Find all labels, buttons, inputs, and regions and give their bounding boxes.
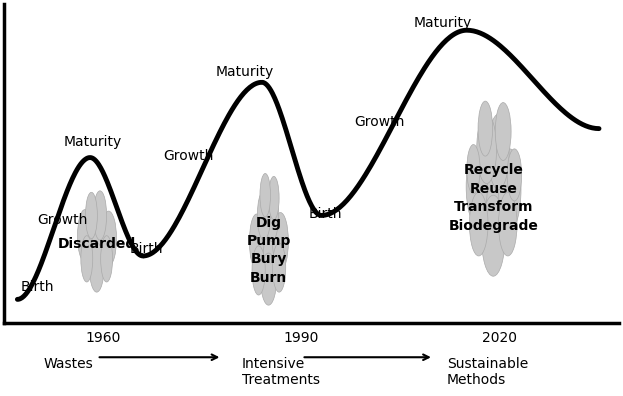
Text: Sustainable
Methods: Sustainable Methods (447, 357, 528, 387)
Text: Birth: Birth (130, 242, 163, 256)
Text: Growth: Growth (37, 213, 88, 227)
Text: Dig
Pump
Bury
Burn: Dig Pump Bury Burn (246, 215, 291, 285)
Text: Maturity: Maturity (414, 16, 472, 30)
Text: Birth: Birth (308, 207, 341, 221)
Text: Maturity: Maturity (216, 65, 274, 80)
Text: Maturity: Maturity (64, 135, 122, 149)
Text: Growth: Growth (354, 114, 405, 129)
Text: Birth: Birth (21, 280, 54, 293)
Text: Recycle
Reuse
Transform
Biodegrade: Recycle Reuse Transform Biodegrade (449, 164, 538, 233)
Text: Intensive
Treatments: Intensive Treatments (242, 357, 320, 387)
Text: Growth: Growth (163, 149, 213, 163)
Text: Discarded: Discarded (57, 237, 136, 251)
Text: Wastes: Wastes (44, 357, 93, 371)
